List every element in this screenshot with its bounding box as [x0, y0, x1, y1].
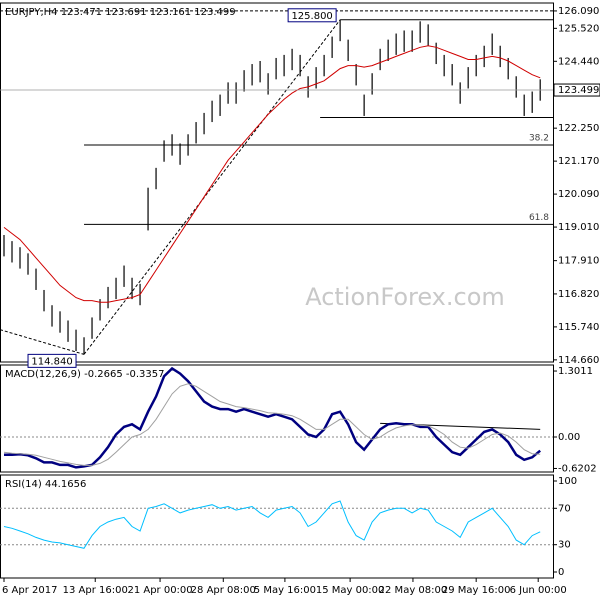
x-tick-label: 13 Apr 16:00 — [63, 585, 128, 596]
panel-title: RSI(14) 44.1656 — [5, 479, 86, 490]
annotation-label: 114.840 — [31, 356, 72, 367]
watermark: ActionForex.com — [305, 283, 505, 311]
y-tick-label: 121.170 — [558, 156, 599, 167]
x-tick-label: 21 Apr 00:00 — [127, 585, 192, 596]
annotation-label: 125.800 — [291, 11, 332, 22]
y-tick-label: 125.520 — [558, 23, 599, 34]
trend-line — [0, 329, 85, 355]
y-tick-label: 122.250 — [558, 123, 599, 134]
trend-line — [83, 19, 341, 355]
y-tick-label: -0.6202 — [558, 463, 597, 474]
panel-title: MACD(12,26,9) -0.2665 -0.3357 — [5, 369, 165, 380]
last-price-box — [553, 83, 600, 97]
y-tick-label: 0 — [558, 567, 564, 578]
x-tick-label: 22 May 08:00 — [379, 585, 448, 596]
indicator-line — [3, 500, 541, 549]
x-tick-label: 15 May 00:00 — [316, 585, 385, 596]
level-label: 38.2 — [529, 133, 549, 143]
y-tick-label: 126.090 — [558, 6, 599, 17]
x-tick-label: 5 May 16:00 — [254, 585, 316, 596]
annotation-box — [287, 8, 337, 23]
y-tick-label: 117.910 — [558, 256, 599, 267]
x-tick-label: 29 May 16:00 — [442, 585, 511, 596]
indicator-line — [3, 383, 541, 466]
y-tick-label: 124.440 — [558, 56, 599, 67]
x-tick-label: 6 Apr 2017 — [2, 585, 57, 596]
x-tick-label: 28 Apr 08:00 — [191, 585, 256, 596]
level-label: 61.8 — [529, 213, 549, 223]
x-tick-label: 6 Jun 00:00 — [510, 585, 567, 596]
indicator-line — [3, 45, 541, 303]
panel-frame — [0, 364, 554, 473]
y-tick-label: 70 — [558, 503, 571, 514]
y-tick-label: 114.660 — [558, 355, 599, 366]
panel-frame — [0, 2, 554, 363]
panel-frame — [0, 474, 554, 579]
last-price-label: 123.499 — [558, 85, 599, 96]
y-tick-label: 120.090 — [558, 189, 599, 200]
y-tick-label: 1.3011 — [558, 366, 593, 377]
indicator-line — [4, 366, 541, 469]
y-tick-label: 119.010 — [558, 222, 599, 233]
panel-title: EURJPY,H4 123.471 123.691 123.161 123.49… — [5, 7, 236, 18]
y-tick-label: 100 — [558, 476, 577, 487]
annotation-box — [27, 353, 77, 368]
y-tick-label: 116.820 — [558, 289, 599, 300]
y-tick-label: 0.00 — [558, 432, 580, 443]
y-tick-label: 115.740 — [558, 322, 599, 333]
y-tick-label: 30 — [558, 540, 571, 551]
